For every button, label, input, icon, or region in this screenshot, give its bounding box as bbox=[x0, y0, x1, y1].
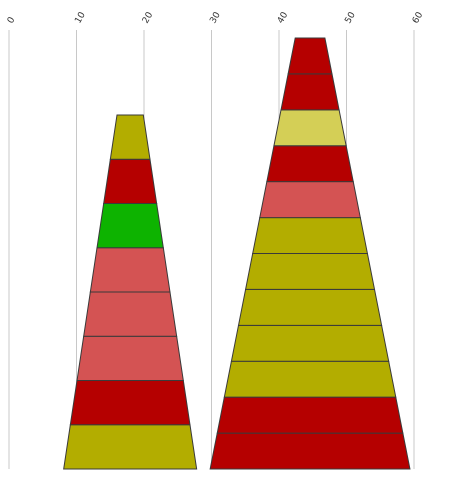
pyramid-1 bbox=[63, 114, 198, 470]
pyramid-2-segment-4 bbox=[230, 324, 390, 362]
pyramid-1-segment-5 bbox=[89, 247, 171, 293]
pyramid-1-segment-2 bbox=[69, 380, 191, 426]
x-tick-label: 10 bbox=[73, 10, 88, 25]
pyramid-2-segment-3 bbox=[223, 360, 397, 398]
pyramid-1-segment-3 bbox=[76, 335, 184, 381]
pyramid-2-segment-8 bbox=[259, 181, 361, 219]
x-tick-label: 0 bbox=[6, 15, 18, 25]
stacked-pyramids bbox=[63, 37, 411, 470]
pyramid-1-segment-6 bbox=[96, 203, 164, 249]
pyramid-1-segment-7 bbox=[103, 158, 158, 204]
x-tick-label: 20 bbox=[141, 10, 156, 25]
x-tick-label: 30 bbox=[208, 10, 223, 25]
pyramid-2-segment-7 bbox=[252, 217, 369, 254]
pyramid-2-segment-11 bbox=[280, 73, 340, 111]
pyramid-2-segment-12 bbox=[287, 37, 333, 75]
pyramid-2-segment-2 bbox=[216, 396, 404, 434]
x-tick-label: 50 bbox=[343, 10, 358, 25]
pyramid-2-segment-9 bbox=[266, 145, 354, 183]
pyramid-1-segment-1 bbox=[63, 424, 198, 470]
pyramid-2-segment-5 bbox=[237, 288, 383, 326]
x-tick-label: 40 bbox=[276, 10, 291, 25]
pyramid-1-segment-8 bbox=[109, 114, 151, 160]
x-tick-label: 60 bbox=[411, 10, 426, 25]
pyramid-2-segment-1 bbox=[209, 432, 411, 470]
pyramid-2 bbox=[209, 37, 411, 470]
pyramid-2-segment-6 bbox=[244, 253, 376, 290]
pyramid-2-segment-10 bbox=[273, 109, 347, 147]
pyramid-1-segment-4 bbox=[83, 291, 178, 337]
x-axis-tick-labels: 0 10 20 30 40 50 60 bbox=[6, 10, 426, 25]
